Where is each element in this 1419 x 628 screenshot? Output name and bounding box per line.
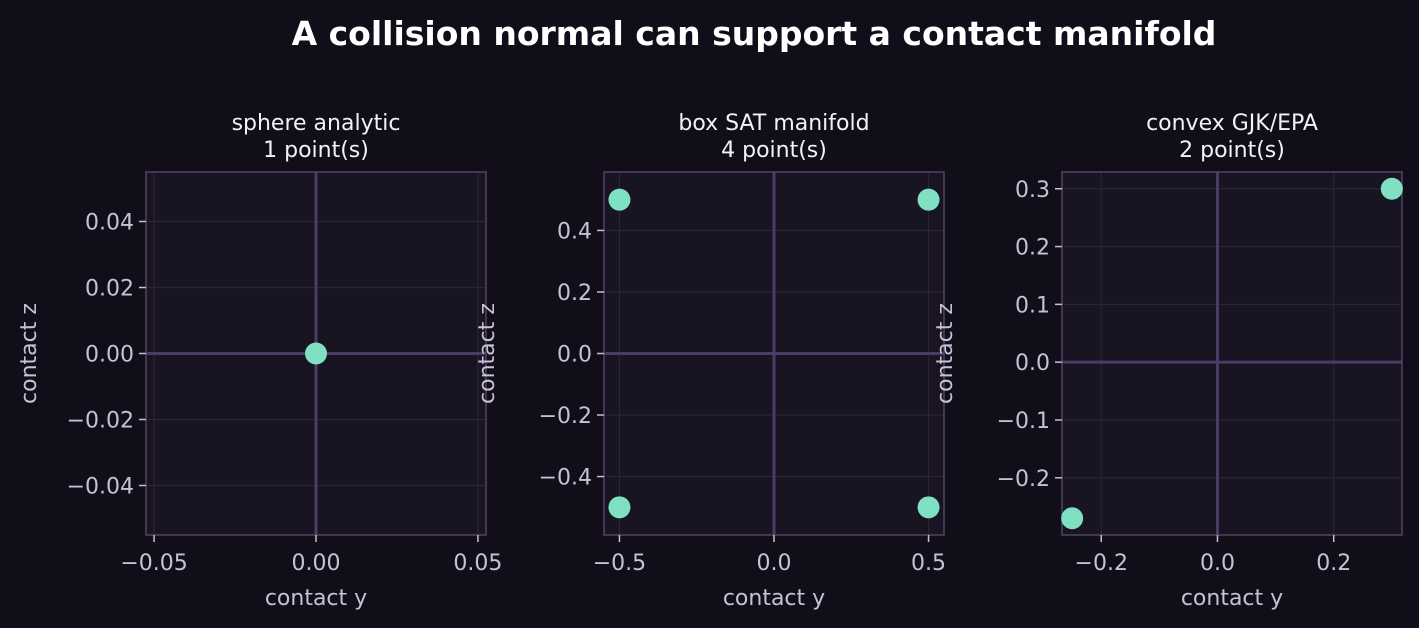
x-tick-label: −0.05 bbox=[120, 551, 187, 576]
contact-point bbox=[305, 342, 327, 365]
panel-2: −0.5 0.0 0.5 −0.4 −0.2 0.0 0.2 0.4 contact y cont… bbox=[475, 111, 946, 611]
panel-title-line1: sphere analytic bbox=[232, 111, 401, 136]
x-tick-label: −0.5 bbox=[593, 551, 646, 576]
y-tick-label: 0.0 bbox=[1015, 351, 1050, 376]
x-tick-label: 0.05 bbox=[453, 551, 502, 576]
contact-point bbox=[917, 188, 940, 211]
y-tick-label: 0.04 bbox=[85, 211, 134, 236]
y-tick-label: 0.02 bbox=[85, 277, 134, 302]
panel-title-line2: 1 point(s) bbox=[263, 138, 369, 163]
contact-point bbox=[1380, 177, 1403, 200]
x-tick-label: 0.2 bbox=[1316, 551, 1351, 576]
x-axis-label: contact y bbox=[1181, 586, 1283, 611]
y-axis-label: contact z bbox=[17, 303, 42, 404]
y-tick-label: −0.1 bbox=[997, 409, 1050, 434]
y-tick-label: −0.2 bbox=[997, 467, 1050, 492]
y-tick-label: 0.00 bbox=[85, 343, 134, 368]
x-tick-label: 0.00 bbox=[292, 551, 341, 576]
y-tick-label: 0.1 bbox=[1015, 293, 1050, 318]
x-axis-label: contact y bbox=[265, 586, 367, 611]
x-axis-label: contact y bbox=[723, 586, 825, 611]
y-tick-label: 0.2 bbox=[1015, 236, 1050, 261]
panel-title-line2: 2 point(s) bbox=[1179, 138, 1285, 163]
contact-point bbox=[608, 188, 631, 211]
panel-title-line2: 4 point(s) bbox=[721, 138, 827, 163]
y-tick-label: −0.2 bbox=[539, 404, 592, 429]
x-tick-label: −0.2 bbox=[1075, 551, 1128, 576]
y-tick-label: 0.0 bbox=[557, 343, 592, 368]
figure-title: A collision normal can support a contact… bbox=[292, 14, 1217, 53]
panel-title-line1: box SAT manifold bbox=[678, 111, 869, 136]
y-tick-label: −0.04 bbox=[67, 475, 134, 500]
x-tick-label: 0.0 bbox=[1200, 551, 1235, 576]
x-tick-label: 0.0 bbox=[757, 551, 792, 576]
y-tick-label: 0.3 bbox=[1015, 178, 1050, 203]
panel-1: −0.05 0.00 0.05 −0.04 −0.02 0.00 0.02 0.04 conta… bbox=[17, 111, 502, 611]
y-axis-label: contact z bbox=[933, 303, 958, 404]
contact-point bbox=[608, 496, 631, 519]
y-tick-label: 0.2 bbox=[557, 281, 592, 306]
contact-point bbox=[1061, 507, 1084, 530]
y-tick-label: 0.4 bbox=[557, 219, 592, 244]
panel-3: −0.2 0.0 0.2 −0.2 −0.1 0.0 0.1 0.2 0.3 contact y c… bbox=[933, 111, 1403, 611]
panel-title-line1: convex GJK/EPA bbox=[1146, 111, 1318, 136]
plot-area bbox=[1062, 172, 1402, 535]
y-axis-label: contact z bbox=[475, 303, 500, 404]
axes-frame bbox=[1061, 171, 1403, 536]
x-tick-label: 0.5 bbox=[911, 551, 946, 576]
y-tick-label: −0.02 bbox=[67, 409, 134, 434]
y-tick-label: −0.4 bbox=[539, 466, 592, 491]
contact-point bbox=[917, 496, 940, 519]
